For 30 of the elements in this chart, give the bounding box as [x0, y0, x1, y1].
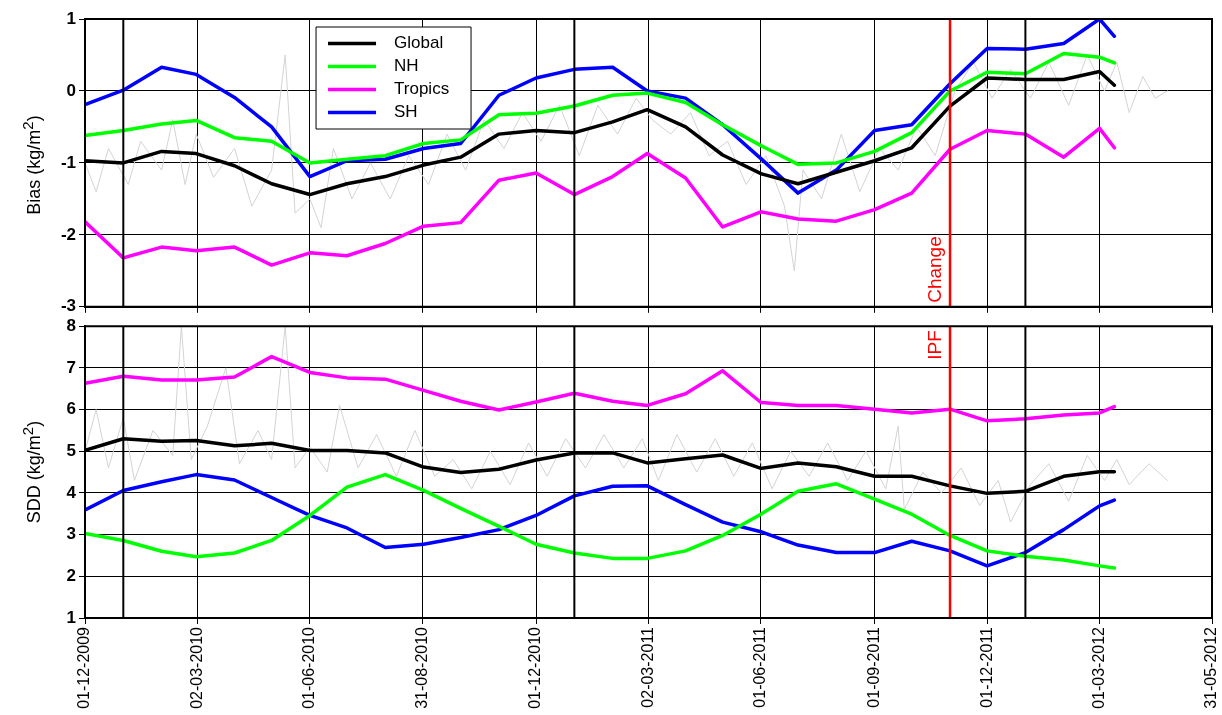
y-tick-label: 2: [66, 566, 76, 585]
y-tick-label: 1: [66, 607, 76, 627]
x-tick-label: 31-05-2012: [1202, 626, 1220, 709]
ref-line-label: IPF: [923, 330, 945, 360]
y-tick-label: 3: [66, 524, 76, 544]
x-tick-label: 01-09-2011: [865, 626, 883, 708]
ref-line-label: Change: [923, 236, 945, 303]
x-tick-label: 01-03-2012: [1089, 626, 1107, 709]
y-tick-label: -1: [60, 152, 76, 172]
legend-label: Tropics: [394, 79, 450, 99]
x-tick-label: 02-03-2011: [638, 626, 656, 708]
legend-label: SH: [394, 102, 418, 122]
x-tick-label: 01-06-2010: [300, 626, 318, 709]
x-tick-label: 31-08-2010: [412, 626, 430, 709]
y-tick-label: 8: [66, 315, 76, 335]
x-tick-label: 01-06-2011: [751, 626, 769, 708]
legend-label: Global: [394, 33, 444, 53]
y-tick-label: 4: [66, 482, 77, 502]
legend-label: NH: [394, 56, 419, 76]
x-tick-label: 01-12-2011: [977, 626, 995, 708]
y-tick-label: 0: [66, 80, 76, 100]
y-tick-label: 5: [66, 440, 76, 460]
y-tick-label: 6: [66, 399, 76, 419]
x-tick-label: 01-12-2010: [526, 626, 544, 709]
y-tick-label: -2: [60, 224, 76, 244]
y-tick-label: -3: [60, 296, 76, 316]
y-tick-label: 7: [66, 357, 76, 377]
x-tick-label: 02-03-2010: [187, 626, 205, 709]
x-tick-label: 01-12-2009: [75, 626, 93, 709]
y-tick-label: 1: [66, 8, 76, 28]
